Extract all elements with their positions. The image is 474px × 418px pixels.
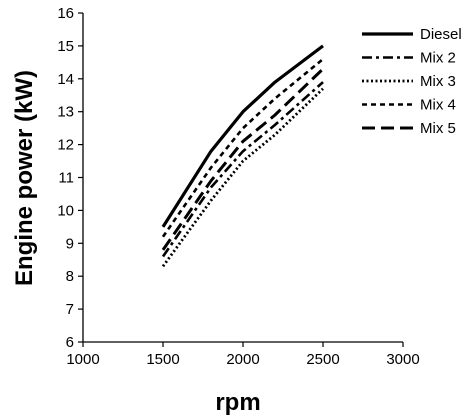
y-axis-title: Engine power (kW)	[11, 70, 38, 286]
x-tick-label: 1500	[146, 351, 179, 368]
x-tick-label: 1000	[66, 351, 99, 368]
y-tick-label: 6	[66, 334, 74, 351]
y-tick-label: 12	[57, 137, 74, 154]
y-tick-label: 11	[58, 170, 74, 187]
legend-label-mix-5: Mix 5	[420, 120, 456, 137]
axes	[82, 13, 403, 343]
series-line-mix-5	[161, 67, 325, 251]
y-tick-label: 16	[57, 5, 74, 22]
axis-ticks: 6 7 8 9 10 11 12 13 14 15 16 1000 1500 2000 2500 3000	[57, 5, 419, 368]
x-tick-label: 2000	[226, 351, 259, 368]
y-tick-label: 15	[57, 38, 74, 55]
legend-label-mix-3: Mix 3	[420, 73, 456, 90]
x-tick-label: 3000	[386, 351, 419, 368]
series-line-mix-2	[161, 81, 324, 258]
y-tick-label: 10	[57, 202, 74, 219]
legend-label-mix-2: Mix 2	[420, 50, 456, 67]
legend: Diesel Mix 2 Mix 3 Mix 4 Mix 5	[362, 26, 462, 137]
y-tick-label: 9	[66, 235, 74, 252]
y-tick-label: 7	[66, 301, 74, 318]
series-lines	[161, 44, 325, 268]
x-axis-title: rpm	[215, 389, 260, 416]
y-tick-label: 8	[66, 268, 74, 285]
y-tick-label: 14	[57, 71, 74, 88]
legend-label-diesel: Diesel	[420, 26, 462, 43]
series-line-mix-4	[161, 58, 324, 238]
legend-label-mix-4: Mix 4	[420, 97, 456, 114]
series-line-mix-3	[161, 87, 324, 268]
y-tick-label: 13	[57, 104, 74, 121]
series-line-diesel	[161, 44, 324, 228]
x-tick-label: 2500	[306, 351, 339, 368]
